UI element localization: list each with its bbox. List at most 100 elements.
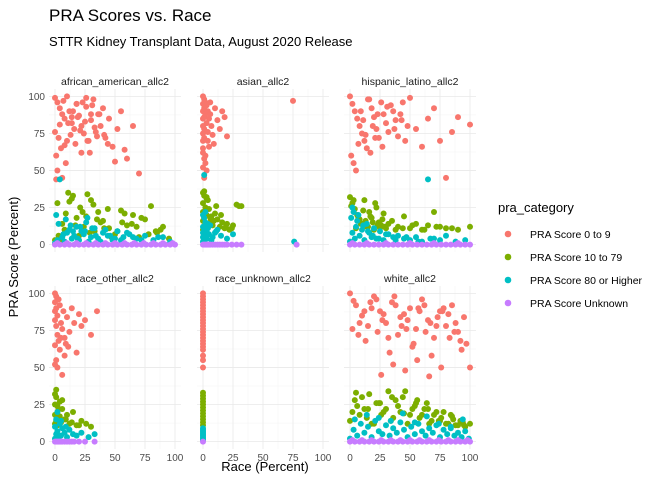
data-point [200, 149, 206, 156]
x-tick-label: 25 [79, 453, 91, 464]
data-point [347, 93, 353, 100]
data-point [391, 126, 398, 133]
data-point [350, 197, 357, 204]
data-point [68, 114, 75, 121]
data-point [112, 235, 118, 242]
data-point [411, 419, 418, 426]
data-point [112, 158, 118, 165]
data-point [218, 211, 224, 218]
data-point [439, 308, 446, 315]
data-point [67, 131, 74, 138]
data-point [443, 241, 449, 248]
data-point [55, 134, 62, 141]
data-point [455, 437, 461, 444]
data-point [97, 123, 104, 130]
data-point [391, 293, 398, 300]
data-point [348, 214, 355, 221]
data-point [383, 240, 389, 247]
data-point [73, 349, 80, 356]
data-point [201, 171, 208, 178]
data-point [411, 431, 418, 438]
x-tick-label: 0 [52, 453, 58, 464]
data-point [419, 143, 425, 150]
data-point [462, 428, 469, 435]
data-point [94, 216, 100, 223]
data-point [222, 223, 229, 230]
data-point [54, 200, 61, 207]
data-point [95, 208, 102, 215]
data-point [392, 117, 399, 124]
data-point [54, 428, 61, 435]
data-point [114, 126, 121, 133]
data-point [455, 422, 461, 429]
data-point [107, 232, 114, 239]
data-point [104, 206, 111, 213]
data-point [130, 123, 136, 130]
data-point [210, 140, 217, 147]
legend-key-swatch [504, 299, 512, 307]
data-point [68, 419, 75, 426]
data-point [70, 108, 76, 115]
data-point [238, 241, 245, 248]
data-point [58, 334, 64, 341]
data-point [375, 235, 382, 242]
data-point [351, 235, 358, 242]
data-point [369, 219, 376, 226]
data-point [356, 320, 363, 327]
data-point [53, 152, 60, 159]
data-point [398, 323, 405, 330]
data-point [88, 117, 94, 124]
data-point [383, 422, 389, 429]
data-point [449, 128, 455, 135]
data-point [131, 240, 138, 247]
data-point [82, 317, 88, 324]
data-point [425, 176, 431, 183]
data-point [202, 208, 209, 215]
facet-strip-label: white_allc2 [383, 273, 436, 285]
facet-strip-label: asian_allc2 [237, 76, 290, 88]
data-point [213, 203, 220, 210]
data-point [440, 408, 447, 415]
facet-panel-white_allc2: white_allc2 0 25 50 75 100 [344, 273, 479, 464]
data-point [121, 240, 128, 247]
legend-title: pra_category [498, 200, 574, 215]
data-point [207, 99, 214, 106]
data-point [437, 137, 443, 144]
data-point [356, 241, 363, 248]
x-tick-label: 75 [139, 453, 151, 464]
data-point [463, 340, 470, 347]
data-point [426, 425, 433, 432]
data-point [201, 214, 208, 221]
data-point [221, 114, 228, 121]
data-point [446, 334, 453, 341]
data-point [426, 437, 433, 444]
data-point [218, 232, 224, 239]
data-point [88, 111, 94, 118]
data-point [419, 296, 425, 303]
data-point [361, 429, 368, 436]
data-point [61, 352, 68, 359]
data-point [361, 197, 368, 204]
data-point [360, 117, 367, 124]
data-point [368, 437, 375, 444]
data-point [74, 114, 81, 121]
data-point [378, 371, 385, 378]
data-point [438, 364, 445, 371]
legend-entry-label: PRA Score 10 to 79 [530, 252, 622, 264]
data-point [368, 305, 375, 312]
data-point [201, 155, 208, 162]
data-point [440, 426, 447, 433]
data-point [397, 437, 404, 444]
data-point [427, 235, 434, 242]
data-point [383, 405, 389, 412]
data-point [359, 394, 365, 401]
data-point [76, 422, 82, 429]
data-point [121, 146, 128, 153]
data-point [96, 111, 103, 118]
data-point [124, 229, 130, 236]
data-point [397, 314, 404, 321]
data-point [383, 120, 389, 127]
data-point [419, 428, 425, 435]
data-point [142, 232, 148, 239]
data-point [65, 343, 72, 350]
